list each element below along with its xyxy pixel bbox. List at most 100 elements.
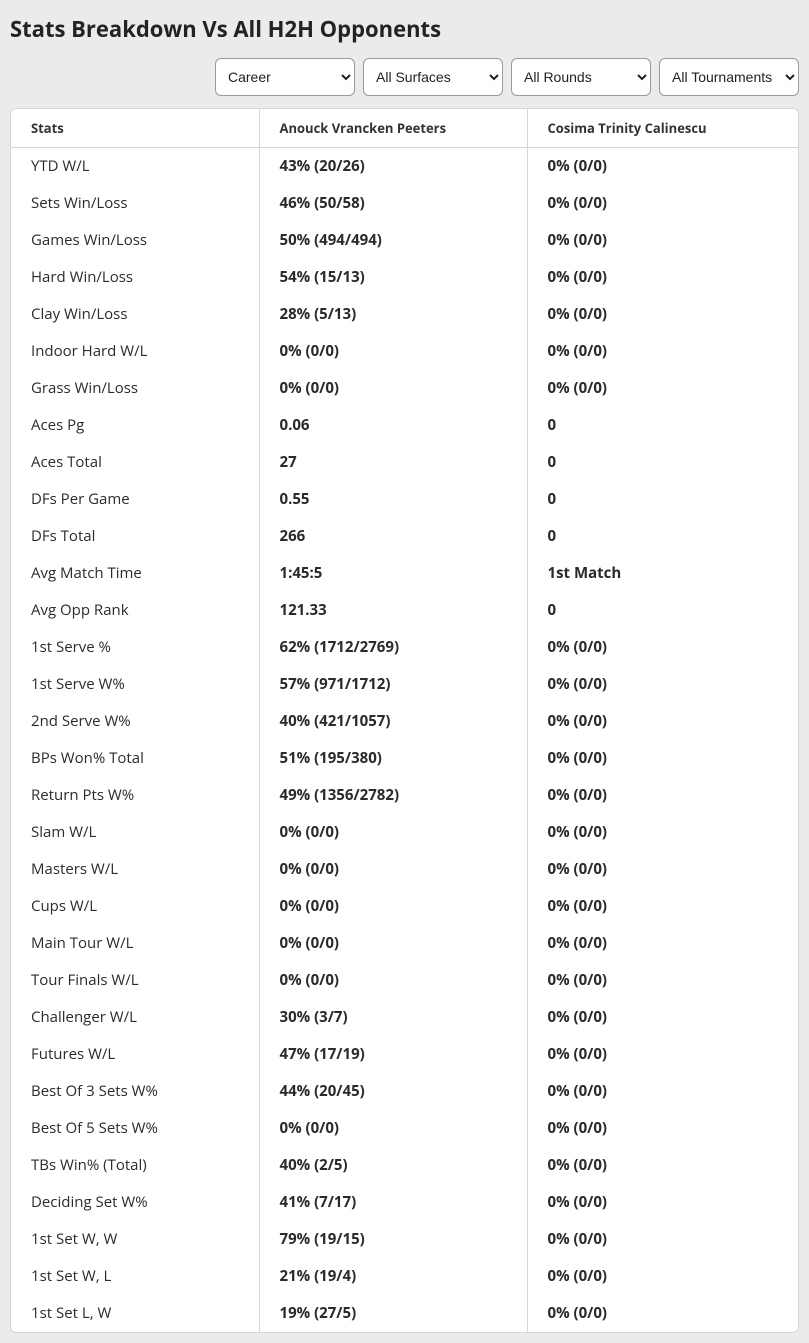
stat-value-player2: 0% (0/0) <box>527 1221 798 1258</box>
stat-value-player2: 0% (0/0) <box>527 1295 798 1332</box>
page-title: Stats Breakdown Vs All H2H Opponents <box>10 14 799 44</box>
stat-value-player1: 51% (195/380) <box>259 740 527 777</box>
stat-value-player2: 0% (0/0) <box>527 888 798 925</box>
stat-value-player2: 0% (0/0) <box>527 851 798 888</box>
stat-name: Main Tour W/L <box>11 925 259 962</box>
stat-value-player1: 121.33 <box>259 592 527 629</box>
table-row: Best Of 5 Sets W%0% (0/0)0% (0/0) <box>11 1110 798 1147</box>
filter-career[interactable]: Career <box>215 58 355 96</box>
stat-value-player1: 0% (0/0) <box>259 333 527 370</box>
stat-value-player1: 30% (3/7) <box>259 999 527 1036</box>
table-row: 1st Set W, W79% (19/15)0% (0/0) <box>11 1221 798 1258</box>
table-row: Clay Win/Loss28% (5/13)0% (0/0) <box>11 296 798 333</box>
stat-name: Best Of 3 Sets W% <box>11 1073 259 1110</box>
col-header-player1: Anouck Vrancken Peeters <box>259 109 527 148</box>
stat-name: Games Win/Loss <box>11 222 259 259</box>
stat-value-player1: 41% (7/17) <box>259 1184 527 1221</box>
stat-value-player2: 0 <box>527 518 798 555</box>
stat-name: 1st Set W, L <box>11 1258 259 1295</box>
stat-value-player2: 0% (0/0) <box>527 1073 798 1110</box>
stat-value-player2: 0% (0/0) <box>527 1258 798 1295</box>
stat-name: Futures W/L <box>11 1036 259 1073</box>
stat-value-player2: 0% (0/0) <box>527 1110 798 1147</box>
stat-value-player1: 28% (5/13) <box>259 296 527 333</box>
stat-value-player2: 0% (0/0) <box>527 185 798 222</box>
table-row: Cups W/L0% (0/0)0% (0/0) <box>11 888 798 925</box>
table-row: Sets Win/Loss46% (50/58)0% (0/0) <box>11 185 798 222</box>
stat-value-player1: 0.06 <box>259 407 527 444</box>
stat-name: Grass Win/Loss <box>11 370 259 407</box>
stat-value-player1: 1:45:5 <box>259 555 527 592</box>
stat-name: Slam W/L <box>11 814 259 851</box>
table-row: 1st Set W, L21% (19/4)0% (0/0) <box>11 1258 798 1295</box>
stat-name: Deciding Set W% <box>11 1184 259 1221</box>
table-row: Aces Total270 <box>11 444 798 481</box>
filter-rounds[interactable]: All Rounds <box>511 58 651 96</box>
stat-value-player1: 21% (19/4) <box>259 1258 527 1295</box>
table-row: Best Of 3 Sets W%44% (20/45)0% (0/0) <box>11 1073 798 1110</box>
stat-value-player2: 0% (0/0) <box>527 777 798 814</box>
stat-value-player1: 79% (19/15) <box>259 1221 527 1258</box>
stat-name: 1st Set W, W <box>11 1221 259 1258</box>
table-row: 1st Serve W%57% (971/1712)0% (0/0) <box>11 666 798 703</box>
stat-value-player2: 0% (0/0) <box>527 296 798 333</box>
table-row: Masters W/L0% (0/0)0% (0/0) <box>11 851 798 888</box>
stat-value-player2: 1st Match <box>527 555 798 592</box>
table-row: DFs Total2660 <box>11 518 798 555</box>
stat-value-player1: 0% (0/0) <box>259 814 527 851</box>
col-header-player2: Cosima Trinity Calinescu <box>527 109 798 148</box>
table-row: Tour Finals W/L0% (0/0)0% (0/0) <box>11 962 798 999</box>
stat-value-player1: 0% (0/0) <box>259 925 527 962</box>
stat-name: Cups W/L <box>11 888 259 925</box>
stat-value-player2: 0% (0/0) <box>527 333 798 370</box>
stat-value-player1: 40% (2/5) <box>259 1147 527 1184</box>
table-row: Avg Match Time1:45:51st Match <box>11 555 798 592</box>
stat-value-player1: 0% (0/0) <box>259 888 527 925</box>
stat-name: BPs Won% Total <box>11 740 259 777</box>
stat-value-player1: 50% (494/494) <box>259 222 527 259</box>
table-row: Grass Win/Loss0% (0/0)0% (0/0) <box>11 370 798 407</box>
stat-name: Return Pts W% <box>11 777 259 814</box>
stat-value-player1: 54% (15/13) <box>259 259 527 296</box>
stat-name: Aces Pg <box>11 407 259 444</box>
table-row: Return Pts W%49% (1356/2782)0% (0/0) <box>11 777 798 814</box>
stat-value-player2: 0 <box>527 592 798 629</box>
stat-name: Avg Opp Rank <box>11 592 259 629</box>
stat-name: Challenger W/L <box>11 999 259 1036</box>
table-row: TBs Win% (Total)40% (2/5)0% (0/0) <box>11 1147 798 1184</box>
table-row: Deciding Set W%41% (7/17)0% (0/0) <box>11 1184 798 1221</box>
table-row: DFs Per Game0.550 <box>11 481 798 518</box>
stat-name: Sets Win/Loss <box>11 185 259 222</box>
stats-panel: Stats Anouck Vrancken Peeters Cosima Tri… <box>10 108 799 1333</box>
stat-name: Tour Finals W/L <box>11 962 259 999</box>
table-row: YTD W/L43% (20/26)0% (0/0) <box>11 148 798 186</box>
stat-value-player2: 0% (0/0) <box>527 740 798 777</box>
stat-value-player1: 19% (27/5) <box>259 1295 527 1332</box>
filter-tournaments[interactable]: All Tournaments <box>659 58 799 96</box>
stat-value-player2: 0% (0/0) <box>527 999 798 1036</box>
stat-name: DFs Total <box>11 518 259 555</box>
stat-value-player2: 0% (0/0) <box>527 925 798 962</box>
stat-value-player2: 0% (0/0) <box>527 962 798 999</box>
stat-value-player2: 0% (0/0) <box>527 1184 798 1221</box>
table-row: Indoor Hard W/L0% (0/0)0% (0/0) <box>11 333 798 370</box>
stat-name: DFs Per Game <box>11 481 259 518</box>
stat-value-player1: 44% (20/45) <box>259 1073 527 1110</box>
stat-value-player2: 0% (0/0) <box>527 814 798 851</box>
stat-value-player2: 0% (0/0) <box>527 703 798 740</box>
stat-name: Best Of 5 Sets W% <box>11 1110 259 1147</box>
stats-table: Stats Anouck Vrancken Peeters Cosima Tri… <box>11 109 798 1332</box>
stat-value-player1: 0% (0/0) <box>259 851 527 888</box>
stat-value-player2: 0% (0/0) <box>527 1036 798 1073</box>
filter-surfaces[interactable]: All Surfaces <box>363 58 503 96</box>
stat-name: Masters W/L <box>11 851 259 888</box>
stat-name: 1st Set L, W <box>11 1295 259 1332</box>
stat-value-player2: 0 <box>527 481 798 518</box>
stat-value-player1: 0.55 <box>259 481 527 518</box>
stat-name: Avg Match Time <box>11 555 259 592</box>
table-row: Futures W/L47% (17/19)0% (0/0) <box>11 1036 798 1073</box>
stat-name: 1st Serve W% <box>11 666 259 703</box>
stat-value-player1: 47% (17/19) <box>259 1036 527 1073</box>
table-row: Avg Opp Rank121.330 <box>11 592 798 629</box>
stat-value-player1: 266 <box>259 518 527 555</box>
